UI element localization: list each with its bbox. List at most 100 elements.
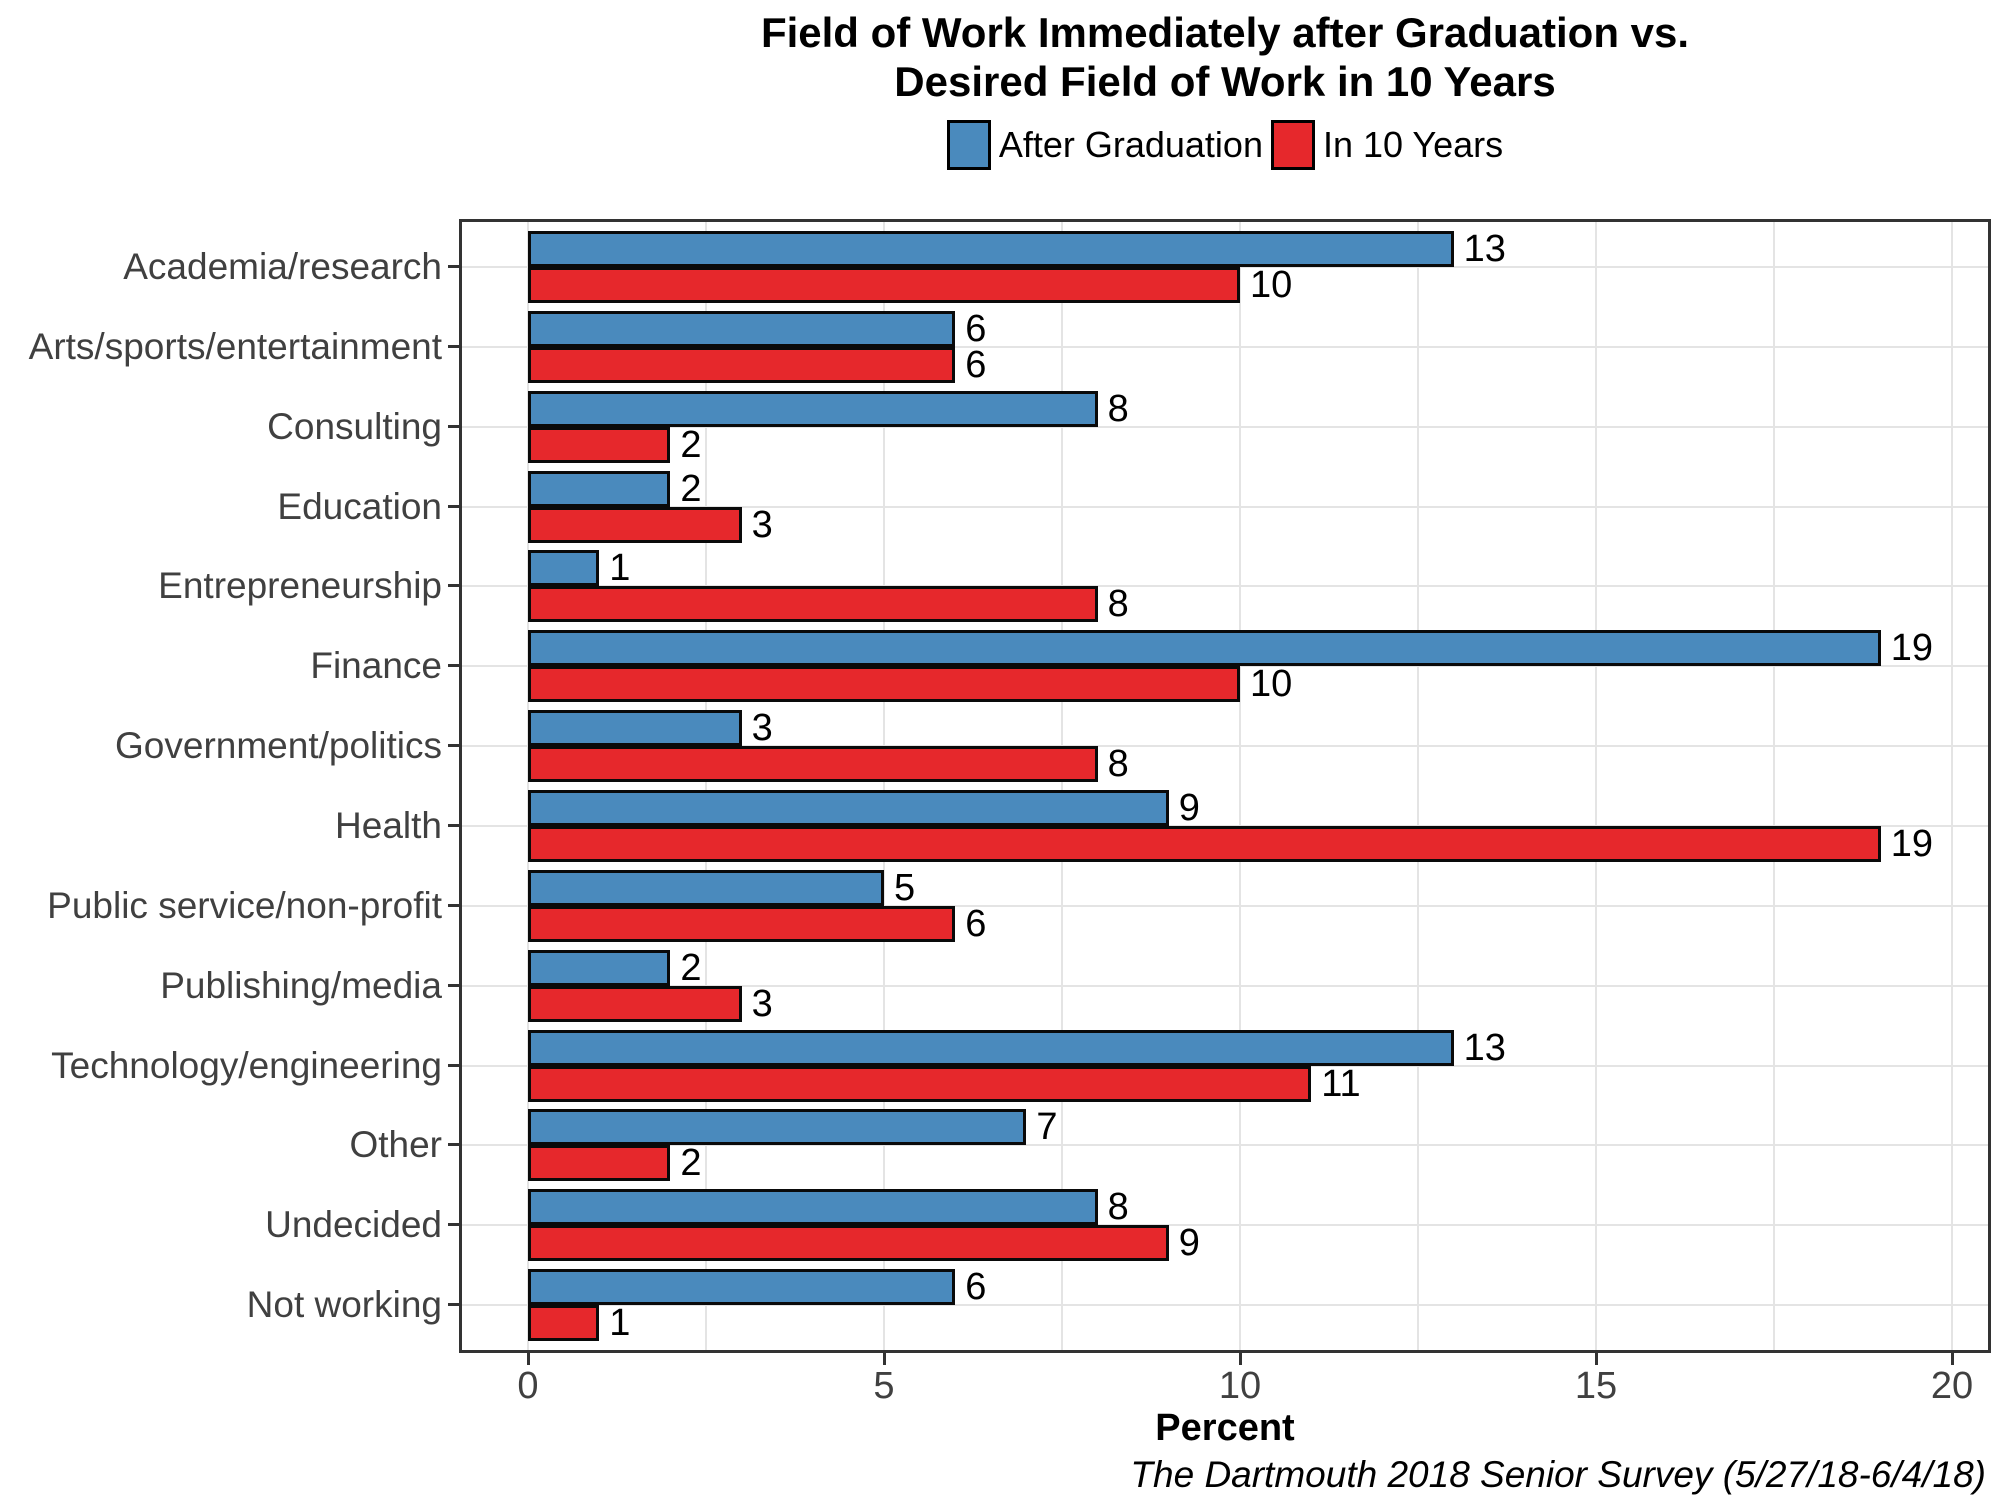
y-axis-tick: [448, 1143, 459, 1147]
category-label: Health: [335, 804, 442, 846]
x-tick-label: 20: [1930, 1365, 1974, 1407]
x-gridline: [1951, 222, 1953, 1350]
y-gridline: [462, 585, 1988, 588]
bar-in-10-years: [528, 825, 1881, 862]
bar-value-label: 8: [1107, 583, 1129, 626]
bar-value-label: 3: [751, 982, 773, 1025]
bar-value-label: 1: [609, 547, 631, 590]
category-label: Education: [277, 485, 442, 527]
y-gridline: [462, 745, 1988, 748]
chart-title: Field of Work Immediately after Graduati…: [459, 8, 1991, 106]
bar-value-label: 9: [1178, 786, 1200, 829]
y-axis-tick: [448, 344, 459, 348]
x-axis-tick: [1238, 1353, 1242, 1365]
chart-title-line2: Desired Field of Work in 10 Years: [894, 58, 1556, 105]
caption: The Dartmouth 2018 Senior Survey (5/27/1…: [1130, 1454, 1986, 1495]
category-label: Academia/research: [123, 246, 442, 287]
category-label: Technology/engineering: [51, 1044, 442, 1086]
bar-in-10-years: [528, 1145, 671, 1182]
x-gridline: [883, 222, 885, 1350]
x-axis-title: Percent: [1155, 1407, 1295, 1449]
bar-value-label: 2: [680, 1142, 702, 1185]
bar-in-10-years: [528, 1225, 1169, 1262]
y-gridline: [462, 904, 1988, 907]
category-label: Finance: [310, 645, 442, 687]
bar-in-10-years: [528, 1065, 1312, 1102]
y-axis-tick: [448, 1303, 459, 1307]
x-tick-label: 10: [1218, 1365, 1262, 1407]
category-label: Undecided: [265, 1204, 442, 1246]
x-gridline: [705, 222, 707, 1350]
x-gridline: [1061, 222, 1063, 1350]
legend-swatch-after-graduation: [946, 120, 991, 170]
bar-in-10-years: [528, 346, 956, 383]
bar-in-10-years: [528, 586, 1098, 623]
x-gridline: [527, 222, 529, 1350]
x-axis-tick: [526, 1353, 530, 1365]
bar-value-label: 13: [1463, 1026, 1506, 1069]
bar-in-10-years: [528, 905, 956, 942]
bar-after-graduation: [528, 231, 1454, 267]
y-axis-tick: [448, 903, 459, 907]
y-axis-tick: [448, 744, 459, 748]
y-gridline: [462, 345, 1988, 348]
bar-after-graduation: [528, 630, 1881, 667]
y-gridline: [462, 1144, 1988, 1147]
legend: After Graduation In 10 Years: [459, 120, 1991, 170]
bar-after-graduation: [528, 710, 742, 747]
bar-in-10-years: [528, 666, 1240, 703]
category-label: Not working: [246, 1284, 442, 1326]
legend-swatch-in-10-years: [1270, 120, 1315, 170]
y-axis-tick: [448, 424, 459, 428]
bar-after-graduation: [528, 390, 1098, 427]
bar-after-graduation: [528, 869, 884, 906]
bar-after-graduation: [528, 310, 956, 347]
bar-value-label: 8: [1107, 387, 1129, 430]
bar-after-graduation: [528, 949, 671, 986]
legend-item-in-10-years: In 10 Years: [1270, 120, 1504, 170]
bar-value-label: 11: [1321, 1062, 1361, 1105]
bar-value-label: 10: [1250, 264, 1293, 306]
category-label: Consulting: [267, 405, 442, 447]
x-gridline: [1595, 222, 1597, 1350]
bar-in-10-years: [528, 267, 1240, 303]
bar-after-graduation: [528, 1109, 1027, 1146]
y-axis-tick: [448, 1223, 459, 1227]
bar-value-label: 6: [965, 1266, 987, 1309]
x-axis-tick: [1950, 1353, 1954, 1365]
bar-value-label: 19: [1890, 627, 1934, 670]
y-gridline: [462, 425, 1988, 428]
y-axis-tick: [448, 1063, 459, 1067]
category-label: Publishing/media: [160, 964, 442, 1006]
category-label: Other: [349, 1124, 442, 1166]
bar-after-graduation: [528, 1269, 956, 1306]
category-label: Public service/non-profit: [47, 884, 442, 926]
bar-in-10-years: [528, 426, 671, 463]
bar-value-label: 3: [751, 707, 773, 750]
legend-item-after-graduation: After Graduation: [946, 120, 1263, 170]
y-axis-tick: [448, 983, 459, 987]
y-axis-tick: [448, 664, 459, 668]
x-axis-tick: [1594, 1353, 1598, 1365]
bar-value-label: 6: [965, 902, 987, 945]
y-gridline: [462, 1224, 1988, 1227]
legend-label-in-10-years: In 10 Years: [1322, 124, 1504, 165]
chart-title-line1: Field of Work Immediately after Graduati…: [760, 9, 1690, 56]
bar-after-graduation: [528, 1189, 1098, 1226]
x-gridline: [1773, 222, 1775, 1350]
y-gridline: [462, 505, 1988, 508]
y-gridline: [462, 1304, 1988, 1307]
bar-value-label: 2: [680, 467, 702, 510]
bar-value-label: 2: [680, 423, 702, 466]
bar-after-graduation: [528, 550, 600, 587]
category-label: Arts/sports/entertainment: [28, 325, 442, 367]
bar-value-label: 3: [751, 503, 773, 546]
y-axis-tick: [448, 823, 459, 827]
bar-in-10-years: [528, 746, 1098, 783]
bar-in-10-years: [528, 1305, 600, 1342]
x-tick-label: 0: [517, 1365, 539, 1407]
bar-value-label: 1: [609, 1302, 631, 1345]
x-axis-tick: [882, 1353, 886, 1365]
bar-in-10-years: [528, 506, 742, 543]
bar-after-graduation: [528, 1029, 1454, 1066]
